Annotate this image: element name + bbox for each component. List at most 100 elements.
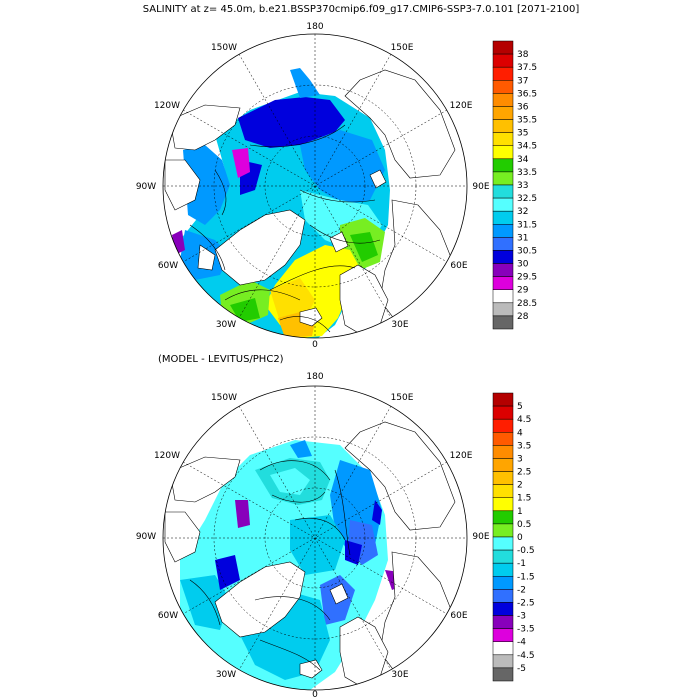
lon-label-150w: 150W (211, 43, 237, 53)
lon-label-90w: 90W (136, 182, 156, 192)
colorbar-tick-label: 28.5 (517, 299, 537, 309)
colorbar-tick-label: -5 (517, 664, 526, 674)
colorbar-swatch (492, 197, 514, 212)
colorbar-tick-label: -1.5 (517, 572, 535, 582)
colorbar-tick-label: -4 (517, 638, 526, 648)
colorbar-tick-label: 2.5 (517, 468, 531, 478)
colorbar-tick-label: 4.5 (517, 415, 531, 425)
colorbar-swatch (492, 667, 514, 682)
colorbar-swatch (492, 158, 514, 173)
lon-label-90e: 90E (472, 532, 489, 542)
colorbar-tick-label: 34 (517, 155, 529, 165)
lon-label-30e: 30E (391, 320, 408, 330)
colorbar-swatch (492, 562, 514, 577)
lon-label-60e: 60E (450, 611, 467, 621)
lon-label-60w: 60W (158, 611, 178, 621)
colorbar-swatch (492, 289, 514, 304)
colorbar-swatch (492, 145, 514, 160)
colorbar-tick-label: 30 (517, 260, 529, 270)
colorbar-swatch (492, 53, 514, 68)
lon-label-150e: 150E (391, 393, 414, 403)
colorbar-swatch (492, 276, 514, 290)
colorbar-swatch (492, 523, 514, 538)
colorbar-tick-label: 37.5 (517, 63, 537, 73)
colorbar-swatch (492, 210, 514, 225)
lon-label-0: 0 (312, 690, 318, 700)
colorbar-tick-label: 33.5 (517, 168, 537, 178)
difference-map (162, 385, 468, 691)
colorbar-swatch (492, 458, 514, 472)
lon-label-120e: 120E (450, 101, 473, 111)
colorbar-tick-label: -0.5 (517, 546, 535, 556)
colorbar-tick-label: 28 (517, 312, 529, 322)
figure-title: SALINITY at z= 45.0m, b.e21.BSSP370cmip6… (143, 4, 580, 15)
colorbar-swatch (492, 497, 514, 512)
colorbar-swatch (492, 66, 514, 81)
lon-label-120w: 120W (154, 451, 180, 461)
colorbar-tick-label: 37 (517, 76, 528, 86)
colorbar-swatch (492, 549, 514, 564)
colorbar-tick-label: 4 (517, 428, 523, 438)
difference-field (164, 421, 456, 690)
colorbar-tick-label: 0 (517, 533, 523, 543)
lon-label-30w: 30W (216, 320, 236, 330)
colorbar-tick-label: 36 (517, 102, 529, 112)
colorbar-swatch (492, 263, 514, 277)
colorbar-swatch (492, 589, 514, 603)
colorbar-swatch (492, 536, 514, 551)
difference-colorbar: 5 4.5 4 3.5 3 2.5 2 1.5 1 0.5 0 -0.5 -1 -1.5 -2 -2.5 -3 -… (492, 392, 535, 682)
colorbar-tick-label: 36.5 (517, 89, 537, 99)
colorbar-swatch (492, 615, 514, 629)
colorbar-tick-label: -3 (517, 612, 526, 622)
colorbar-swatch (492, 392, 514, 407)
colorbar-swatch (492, 484, 514, 498)
colorbar-tick-label: 3 (517, 454, 523, 464)
colorbar-tick-label: 29 (517, 286, 529, 296)
colorbar-tick-label: -4.5 (517, 651, 535, 661)
colorbar-tick-label: 35.5 (517, 116, 537, 126)
colorbar-swatch (492, 315, 514, 330)
colorbar-tick-label: 3.5 (517, 441, 531, 451)
colorbar-swatch (492, 418, 514, 433)
colorbar-tick-label: 1.5 (517, 494, 531, 504)
lon-label-120w: 120W (154, 101, 180, 111)
colorbar-swatch (492, 171, 514, 186)
difference-map-longitude-labels: 180 150E 120E 90E 60E 30E 0 30W 60W 90W … (136, 372, 490, 700)
colorbar-tick-label: 35 (517, 129, 528, 139)
salinity-colorbar: 38 37.5 37 36.5 36 35.5 35 34.5 34 33.5 33 32.5 32 31… (492, 40, 537, 330)
colorbar-tick-label: 32 (517, 207, 528, 217)
colorbar-swatch (492, 132, 514, 146)
colorbar-swatch (492, 80, 514, 94)
lon-label-30e: 30E (391, 670, 408, 680)
colorbar-tick-label: 38 (517, 50, 529, 60)
colorbar-swatch (492, 184, 514, 199)
colorbar-swatch (492, 576, 514, 590)
colorbar-tick-label: -2.5 (517, 598, 535, 608)
lon-label-90e: 90E (472, 182, 489, 192)
lon-label-180: 180 (306, 372, 323, 382)
colorbar-swatch (492, 432, 514, 446)
colorbar-swatch (492, 119, 514, 133)
salinity-field (164, 68, 456, 338)
colorbar-tick-label: 31 (517, 233, 528, 243)
colorbar-tick-label: 1 (517, 507, 523, 517)
colorbar-tick-label: 30.5 (517, 246, 537, 256)
lon-label-30w: 30W (216, 670, 236, 680)
lon-label-90w: 90W (136, 532, 156, 542)
salinity-map (162, 33, 468, 339)
lon-label-0: 0 (312, 340, 318, 350)
colorbar-tick-label: 5 (517, 402, 523, 412)
colorbar-swatch (492, 93, 514, 107)
colorbar-tick-label: -2 (517, 585, 526, 595)
colorbar-swatch (492, 445, 514, 459)
lon-label-60w: 60W (158, 261, 178, 271)
lon-label-150w: 150W (211, 393, 237, 403)
colorbar-swatch (492, 628, 514, 642)
lon-label-60e: 60E (450, 261, 467, 271)
colorbar-tick-label: -3.5 (517, 625, 535, 635)
lon-label-150e: 150E (391, 43, 414, 53)
difference-subtitle: (MODEL - LEVITUS/PHC2) (158, 354, 284, 365)
colorbar-swatch (492, 106, 514, 120)
colorbar-tick-label: 34.5 (517, 142, 537, 152)
salinity-map-longitude-labels: 180 150E 120E 90E 60E 30E 0 30W 60W 90W … (136, 22, 490, 350)
